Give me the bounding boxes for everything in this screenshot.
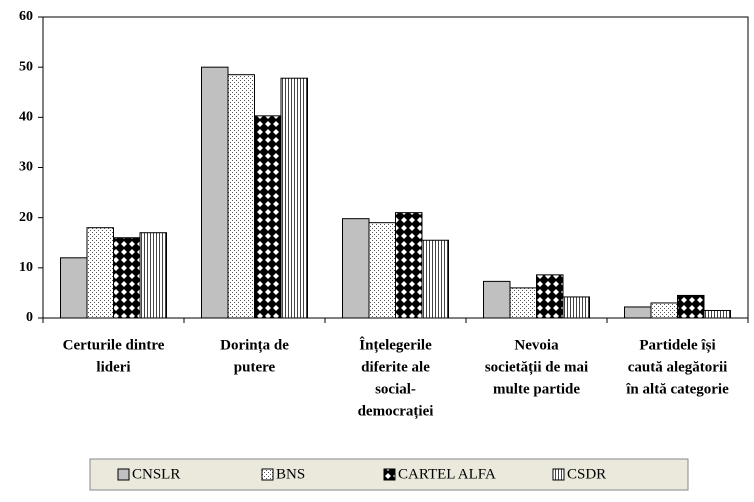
- legend-label: CNSLR: [132, 466, 180, 482]
- bar: [650, 302, 678, 319]
- x-tick-label: putere: [234, 359, 276, 375]
- y-tick-label: 50: [19, 59, 33, 74]
- x-tick-label: multe partide: [493, 381, 580, 397]
- legend-swatch: [261, 468, 274, 481]
- bar: [703, 309, 731, 319]
- x-tick-label: Partidele își: [639, 337, 715, 353]
- y-tick-label: 40: [19, 110, 33, 125]
- bar: [624, 306, 652, 319]
- bar: [280, 77, 308, 319]
- bar: [562, 296, 590, 319]
- bar: [368, 222, 396, 319]
- bar: [421, 239, 449, 319]
- legend-label: CARTEL ALFA: [398, 466, 496, 482]
- x-tick-label: social-: [375, 381, 416, 397]
- x-tick-label: Înțelegerile: [359, 336, 432, 353]
- bar: [395, 212, 423, 319]
- bar: [60, 257, 88, 319]
- bar: [536, 274, 564, 319]
- x-tick-label: Nevoia: [514, 337, 559, 353]
- y-tick-label: 60: [19, 9, 33, 24]
- y-tick-label: 30: [19, 160, 33, 175]
- bar: [254, 115, 282, 319]
- bar: [483, 280, 511, 319]
- bar: [201, 66, 229, 319]
- x-tick-label: democrației: [358, 403, 434, 419]
- legend-swatch: [383, 468, 396, 481]
- bar: [342, 218, 370, 319]
- x-tick-label: Certurile dintre: [63, 337, 165, 353]
- legend-swatch: [552, 468, 565, 481]
- legend-label: CSDR: [567, 466, 606, 482]
- bar: [509, 287, 537, 319]
- x-tick-label: societății de mai: [485, 359, 588, 375]
- bar: [86, 227, 114, 319]
- legend-swatch: [117, 468, 130, 481]
- y-tick-label: 20: [19, 210, 33, 225]
- x-tick-label: în altă categorie: [625, 381, 729, 397]
- bar: [139, 232, 167, 319]
- x-tick-label: diferite ale: [361, 359, 430, 375]
- y-tick-label: 0: [26, 310, 33, 325]
- x-tick-label: caută alegătorii: [628, 359, 728, 375]
- x-tick-label: Dorința de: [220, 337, 289, 353]
- legend-label: BNS: [276, 466, 305, 482]
- x-tick-label: lideri: [96, 359, 130, 375]
- bar: [677, 294, 705, 319]
- y-tick-label: 10: [19, 260, 33, 275]
- bar: [227, 74, 255, 319]
- bar: [113, 237, 141, 319]
